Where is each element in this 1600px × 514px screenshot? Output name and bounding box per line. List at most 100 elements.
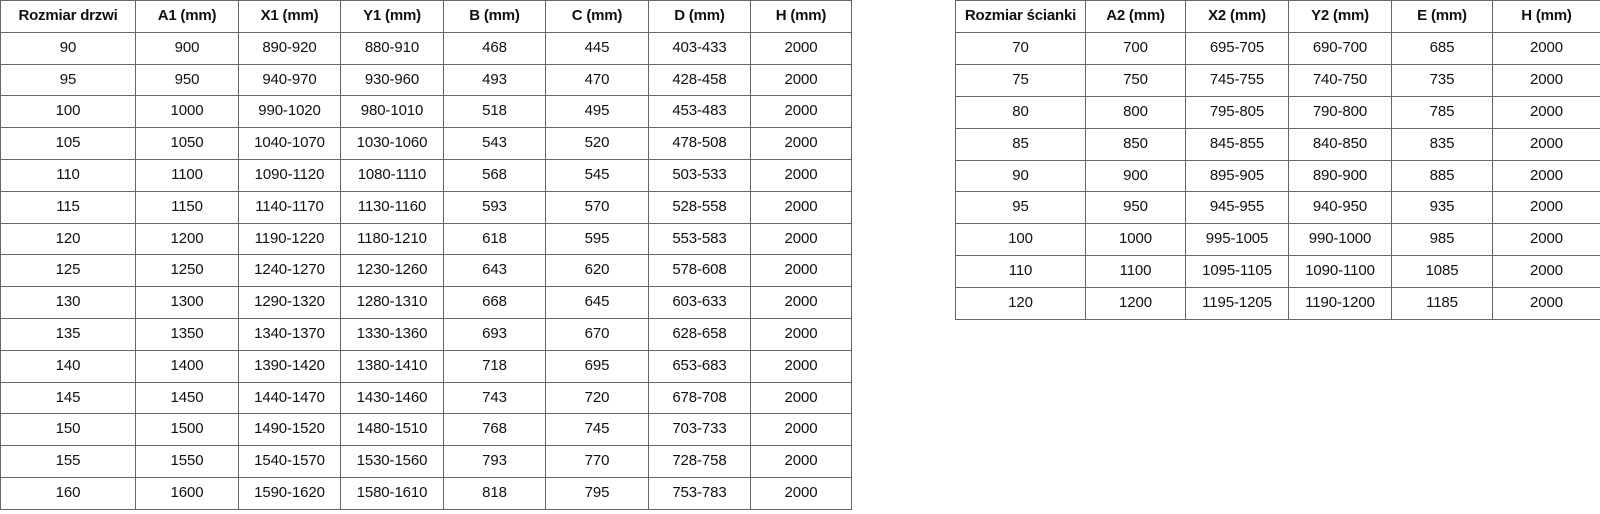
door-cell: 728-758 <box>648 445 751 478</box>
wall-cell: 750 <box>1085 63 1186 97</box>
wall-cell: 785 <box>1391 95 1493 129</box>
door-cell: 930-960 <box>340 63 444 97</box>
door-cell: 2000 <box>750 476 852 510</box>
wall-cell: 900 <box>1085 159 1186 193</box>
door-cell: 1180-1210 <box>340 222 444 256</box>
wall-cell: 940-950 <box>1288 191 1392 225</box>
door-cell: 140 <box>0 349 136 383</box>
wall-cell: 75 <box>955 63 1086 97</box>
door-cell: 2000 <box>750 95 852 129</box>
door-cell: 495 <box>545 95 649 129</box>
wall-cell: 85 <box>955 127 1086 161</box>
door-cell: 520 <box>545 127 649 160</box>
door-cell: 478-508 <box>648 127 751 160</box>
door-cell: 1540-1570 <box>238 445 341 478</box>
door-cell: 1240-1270 <box>238 254 341 288</box>
wall-cell: 1195-1205 <box>1185 287 1289 321</box>
door-cell: 768 <box>443 413 546 447</box>
door-cell: 1100 <box>135 158 239 192</box>
door-cell: 445 <box>545 31 649 65</box>
wall-cell: 690-700 <box>1288 31 1392 65</box>
door-cell: 793 <box>443 445 546 478</box>
table-row: 145 1450 1440-1470 1430-1460 743 720 678-708 20… <box>0 381 852 415</box>
door-header-row: Rozmiar drzwi A1 (mm) X1 (mm) Y1 (mm) B (mm)… <box>0 0 852 33</box>
table-row: 150 1500 1490-1520 1480-1510 768 745 703-733 20… <box>0 413 852 447</box>
door-cell: 2000 <box>750 445 852 478</box>
table-row: 125 1250 1240-1270 1230-1260 643 620 578-608 20… <box>0 254 852 288</box>
table-row: 110 1100 1095-1105 1090-1100 1085 2000 <box>955 255 1600 289</box>
door-cell: 110 <box>0 158 136 192</box>
wall-cell: 1095-1105 <box>1185 255 1289 289</box>
wall-column-header: H (mm) <box>1492 0 1600 33</box>
door-cell: 1380-1410 <box>340 349 444 383</box>
door-column-header: H (mm) <box>750 0 852 33</box>
door-cell: 1080-1110 <box>340 158 444 192</box>
wall-cell: 790-800 <box>1288 95 1392 129</box>
door-cell: 1140-1170 <box>238 190 341 224</box>
wall-cell: 985 <box>1391 223 1493 257</box>
door-cell: 618 <box>443 222 546 256</box>
door-column-header: X1 (mm) <box>238 0 341 33</box>
wall-cell: 110 <box>955 255 1086 289</box>
table-row: 100 1000 990-1020 980-1010 518 495 453-483 2000 <box>0 95 852 129</box>
door-cell: 150 <box>0 413 136 447</box>
wall-cell: 935 <box>1391 191 1493 225</box>
table-row: 105 1050 1040-1070 1030-1060 543 520 478-508 20… <box>0 127 852 160</box>
door-table-container: Rozmiar drzwi A1 (mm) X1 (mm) Y1 (mm) B (mm)… <box>0 0 852 510</box>
wall-cell: 2000 <box>1492 31 1600 65</box>
door-cell: 1150 <box>135 190 239 224</box>
table-row: 85 850 845-855 840-850 835 2000 <box>955 127 1600 161</box>
wall-cell: 800 <box>1085 95 1186 129</box>
door-cell: 528-558 <box>648 190 751 224</box>
door-cell: 645 <box>545 286 649 319</box>
door-cell: 453-483 <box>648 95 751 129</box>
wall-table-body: 70 700 695-705 690-700 685 2000 75 750 745-755 74… <box>955 31 1600 321</box>
wall-cell: 890-900 <box>1288 159 1392 193</box>
door-cell: 628-658 <box>648 317 751 351</box>
door-cell: 753-783 <box>648 476 751 510</box>
door-cell: 130 <box>0 286 136 319</box>
door-cell: 1230-1260 <box>340 254 444 288</box>
door-cell: 890-920 <box>238 31 341 65</box>
door-cell: 470 <box>545 63 649 97</box>
door-cell: 568 <box>443 158 546 192</box>
door-cell: 795 <box>545 476 649 510</box>
wall-cell: 845-855 <box>1185 127 1289 161</box>
door-cell: 620 <box>545 254 649 288</box>
table-row: 95 950 945-955 940-950 935 2000 <box>955 191 1600 225</box>
door-cell: 940-970 <box>238 63 341 97</box>
door-cell: 160 <box>0 476 136 510</box>
door-cell: 990-1020 <box>238 95 341 129</box>
wall-cell: 2000 <box>1492 159 1600 193</box>
table-row: 70 700 695-705 690-700 685 2000 <box>955 31 1600 65</box>
door-cell: 1400 <box>135 349 239 383</box>
wall-cell: 2000 <box>1492 127 1600 161</box>
wall-cell: 850 <box>1085 127 1186 161</box>
door-table-header: Rozmiar drzwi A1 (mm) X1 (mm) Y1 (mm) B (mm)… <box>0 0 852 33</box>
door-column-header: D (mm) <box>648 0 751 33</box>
door-cell: 595 <box>545 222 649 256</box>
door-cell: 678-708 <box>648 381 751 415</box>
door-cell: 1340-1370 <box>238 317 341 351</box>
wall-cell: 70 <box>955 31 1086 65</box>
table-row: 135 1350 1340-1370 1330-1360 693 670 628-658 20… <box>0 317 852 351</box>
door-cell: 1000 <box>135 95 239 129</box>
door-cell: 653-683 <box>648 349 751 383</box>
door-cell: 2000 <box>750 222 852 256</box>
door-cell: 2000 <box>750 317 852 351</box>
wall-cell: 2000 <box>1492 191 1600 225</box>
table-row: 120 1200 1195-1205 1190-1200 1185 2000 <box>955 287 1600 321</box>
door-cell: 818 <box>443 476 546 510</box>
door-cell: 703-733 <box>648 413 751 447</box>
wall-cell: 1000 <box>1085 223 1186 257</box>
door-cell: 770 <box>545 445 649 478</box>
wall-cell: 835 <box>1391 127 1493 161</box>
door-cell: 880-910 <box>340 31 444 65</box>
door-cell: 643 <box>443 254 546 288</box>
wall-column-header: Y2 (mm) <box>1288 0 1392 33</box>
table-row: 120 1200 1190-1220 1180-1210 618 595 553-583 20… <box>0 222 852 256</box>
door-cell: 135 <box>0 317 136 351</box>
door-cell: 1200 <box>135 222 239 256</box>
door-cell: 1550 <box>135 445 239 478</box>
door-cell: 1500 <box>135 413 239 447</box>
